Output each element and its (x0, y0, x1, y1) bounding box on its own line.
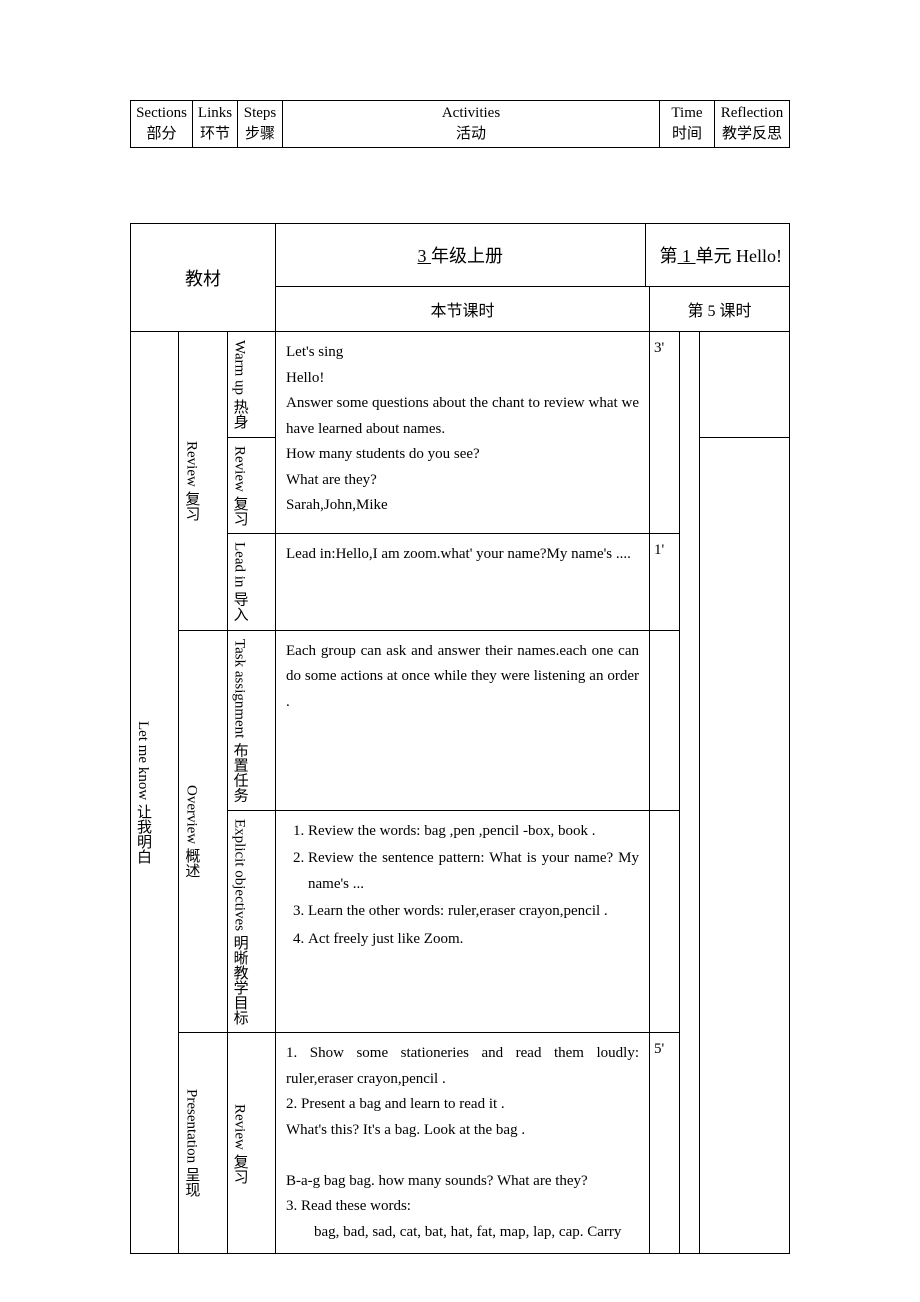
time-objectives (650, 810, 680, 1033)
step-task-text: Task assignment 布置任务 (230, 639, 251, 802)
link-review-text: Review 复习 (181, 441, 202, 521)
time-presentation: 5' (650, 1033, 680, 1254)
time-task (650, 630, 680, 810)
objectives-list: Review the words: bag ,pen ,pencil -box,… (286, 819, 639, 953)
unit-number: 1 (678, 246, 696, 266)
reflection-2 (700, 437, 790, 1254)
activities-en: Activities (442, 105, 500, 121)
link-presentation: Presentation 呈现 (179, 1033, 227, 1254)
step-task: Task assignment 布置任务 (227, 630, 275, 810)
activity-leadin: Lead in:Hello,I am zoom.what' your name?… (276, 534, 650, 630)
step-warmup: Warm up 热身 (227, 332, 275, 438)
leadin-text: Lead in:Hello,I am zoom.what' your name?… (286, 546, 631, 562)
pres-line6: bag, bad, sad, cat, bat, hat, fat, map, … (286, 1220, 639, 1246)
unit-prefix: 第 (660, 246, 678, 266)
task-text: Each group can ask and answer their name… (286, 643, 639, 710)
link-overview-text: Overview 概述 (181, 785, 202, 878)
obj-3: Learn the other words: ruler,eraser cray… (308, 899, 639, 925)
unit-text: 单元 Hello! (696, 246, 782, 266)
section-let-me-know: Let me know 让我明白 (131, 332, 179, 1254)
col-time: Time 时间 (660, 101, 715, 148)
link-presentation-text: Presentation 呈现 (181, 1089, 202, 1197)
sections-cn: 部分 (146, 126, 176, 142)
warmup-text: Let's sing Hello! Answer some questions … (286, 340, 639, 519)
grade-text: 年级上册 (431, 246, 503, 266)
reflection-1 (700, 332, 790, 438)
activities-cn: 活动 (456, 126, 486, 142)
link-review: Review 复习 (179, 332, 227, 631)
header-table: Sections 部分 Links 环节 Steps 步骤 Activities… (130, 100, 790, 148)
obj-1: Review the words: bag ,pen ,pencil -box,… (308, 819, 639, 845)
step-objectives: Explicit objectives 明晰教学目标 (227, 810, 275, 1033)
narrow-col (680, 332, 700, 1254)
activity-objectives: Review the words: bag ,pen ,pencil -box,… (276, 810, 650, 1033)
col-sections: Sections 部分 (131, 101, 193, 148)
grade-prefix: 3 (418, 246, 432, 266)
activity-task: Each group can ask and answer their name… (276, 630, 650, 810)
time-cn: 时间 (672, 126, 702, 142)
activity-presentation: 1. Show some stationeries and read them … (276, 1033, 650, 1254)
steps-en: Steps (244, 105, 277, 121)
grade-cell: 3 年级上册 (276, 224, 646, 287)
col-activities: Activities 活动 (283, 101, 660, 148)
section-text: Let me know 让我明白 (133, 721, 154, 864)
step-review-text: Review 复习 (230, 446, 251, 526)
unit-cell: 第 1 单元 Hello! (645, 224, 789, 287)
obj-2: Review the sentence pattern: What is you… (308, 846, 639, 897)
reflection-cn: 教学反思 (722, 126, 782, 142)
time-en: Time (671, 105, 702, 121)
links-en: Links (198, 105, 232, 121)
time-leadin: 1' (650, 534, 680, 630)
pres-line1: 1. Show some stationeries and read them … (286, 1041, 639, 1092)
material-label: 教材 (185, 269, 221, 289)
step-leadin: Lead in 导入 (227, 534, 275, 630)
pres-line4: B-a-g bag bag. how many sounds? What are… (286, 1169, 639, 1195)
pres-line3: What's this? It's a bag. Look at the bag… (286, 1118, 639, 1144)
lesson-text: 第 5 课时 (687, 303, 751, 320)
reflection-en: Reflection (721, 105, 783, 121)
step-review: Review 复习 (227, 437, 275, 534)
step-leadin-text: Lead in 导入 (230, 542, 251, 621)
time-warmup: 3' (650, 332, 680, 534)
col-steps: Steps 步骤 (238, 101, 283, 148)
steps-cn: 步骤 (245, 126, 275, 142)
col-reflection: Reflection 教学反思 (715, 101, 790, 148)
step-review2-text: Review 复习 (230, 1104, 251, 1184)
step-warmup-text: Warm up 热身 (230, 340, 251, 429)
step-objectives-text: Explicit objectives 明晰教学目标 (230, 819, 251, 1025)
time-pres-val: 5' (654, 1041, 664, 1057)
pres-line2: 2. Present a bag and learn to read it . (286, 1092, 639, 1118)
col-links: Links 环节 (193, 101, 238, 148)
main-table: 教材 3 年级上册 第 1 单元 Hello! 本节课时 第 5 课时 Let … (130, 223, 790, 1254)
lesson-text-cell: 第 5 课时 (650, 287, 790, 332)
links-cn: 环节 (200, 126, 230, 142)
step-review2: Review 复习 (227, 1033, 275, 1254)
lesson-label-cell: 本节课时 (276, 287, 650, 332)
material-label-cell: 教材 (131, 224, 276, 332)
sections-en: Sections (136, 105, 187, 121)
obj-4: Act freely just like Zoom. (308, 927, 639, 953)
link-overview: Overview 概述 (179, 630, 227, 1033)
pres-line5: 3. Read these words: (286, 1194, 639, 1220)
time-leadin-val: 1' (654, 542, 664, 558)
lesson-label: 本节课时 (430, 303, 494, 320)
time-warmup-val: 3' (654, 340, 664, 356)
activity-warmup: Let's sing Hello! Answer some questions … (276, 332, 650, 534)
